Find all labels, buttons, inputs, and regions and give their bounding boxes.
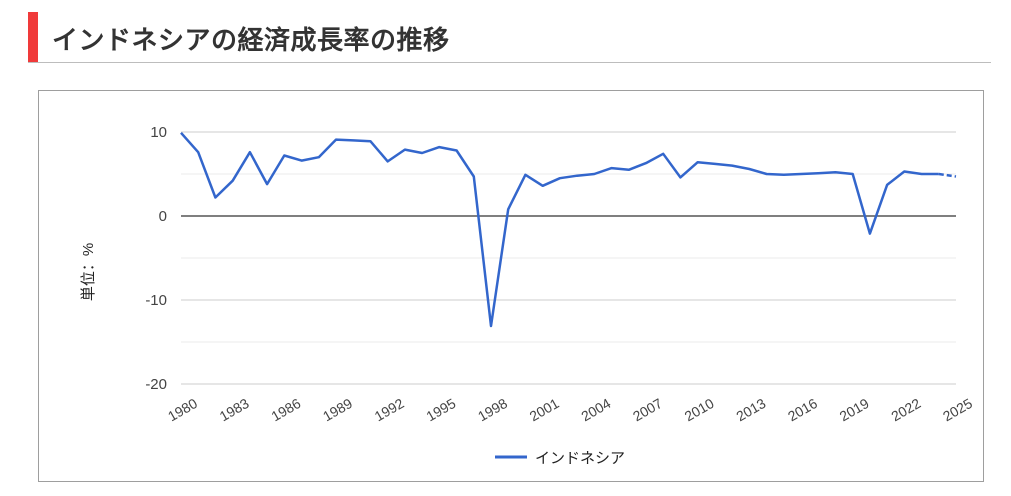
- x-tick-label: 1986: [268, 395, 303, 425]
- y-axis-label: 単位：%: [80, 243, 97, 301]
- x-tick-label: 1992: [372, 395, 407, 425]
- x-tick-label: 2010: [682, 395, 717, 425]
- x-tick-label: 2001: [527, 395, 562, 425]
- gridlines: [181, 131, 956, 385]
- x-tick-label: 2007: [630, 395, 665, 425]
- y-tick-label: 10: [150, 124, 167, 141]
- series-line-indonesia[interactable]: [180, 131, 939, 328]
- x-tick-label: 1983: [217, 395, 252, 425]
- x-tick-label: 2016: [785, 395, 820, 425]
- x-tick-label: 1980: [165, 395, 200, 425]
- y-tick-label: 0: [159, 208, 167, 225]
- y-tick-label: -10: [145, 292, 167, 309]
- series-layer: [180, 131, 957, 328]
- legend[interactable]: インドネシア: [495, 450, 625, 467]
- accent-bar: [28, 12, 38, 62]
- series-line-projection[interactable]: [938, 172, 957, 178]
- x-tick-label: 2019: [837, 395, 872, 425]
- y-axis-ticks: 10 0 -10 -20: [145, 124, 167, 393]
- x-axis-ticks: 1980 1983 1986 1989 1992 1995 1998 2001 2004 2007…: [165, 395, 975, 425]
- x-tick-label: 1989: [320, 395, 355, 425]
- y-tick-label: -20: [145, 376, 167, 393]
- x-tick-label: 2025: [940, 395, 975, 425]
- growth-rate-chart: 10 0 -10 -20 1980 1983 1986 1989 1992 1995 1998 20…: [80, 124, 975, 467]
- page-title: インドネシアの経済成長率の推移: [52, 26, 450, 56]
- x-tick-label: 2013: [733, 395, 768, 425]
- x-tick-label: 1995: [423, 395, 458, 425]
- x-tick-label: 2004: [578, 395, 613, 425]
- x-tick-label: 2022: [888, 395, 923, 425]
- chart-container: 10 0 -10 -20 1980 1983 1986 1989 1992 1995 1998 20…: [38, 90, 984, 482]
- x-tick-label: 1998: [475, 395, 510, 425]
- legend-label-indonesia: インドネシア: [535, 450, 625, 467]
- page-header: インドネシアの経済成長率の推移: [28, 8, 991, 63]
